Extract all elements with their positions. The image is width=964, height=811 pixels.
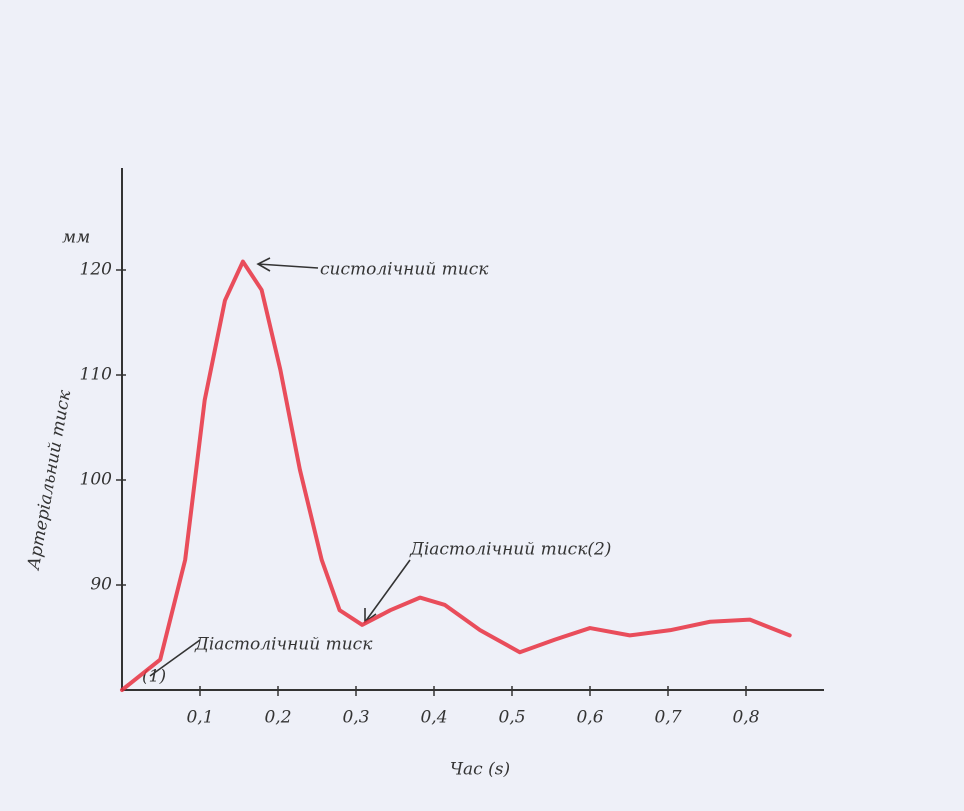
annotation: Діастолічний тиск — [194, 635, 373, 655]
annotation: Діастолічний тиск(2) — [409, 540, 611, 560]
chart: мм Артеріальний тиск Час (s) систолічний… — [0, 0, 964, 811]
y-tick-label: 90 — [90, 575, 112, 595]
x-tick-label: 0,7 — [654, 708, 681, 728]
x-tick-label: 0,5 — [498, 708, 525, 728]
y-tick-label: 110 — [80, 365, 113, 385]
x-tick-label: 0,6 — [576, 708, 603, 728]
x-tick-label: 0,4 — [420, 708, 447, 728]
x-tick-label: 0,1 — [186, 708, 213, 728]
y-tick-label: 120 — [80, 260, 113, 280]
x-axis-label: Час (s) — [450, 760, 510, 780]
x-tick-label: 0,3 — [342, 708, 369, 728]
y-tick-label: 100 — [80, 470, 113, 490]
x-tick-label: 0,8 — [732, 708, 759, 728]
annotation: систолічний тиск — [320, 260, 489, 280]
y-unit: мм — [62, 228, 90, 248]
x-tick-label: 0,2 — [264, 708, 291, 728]
